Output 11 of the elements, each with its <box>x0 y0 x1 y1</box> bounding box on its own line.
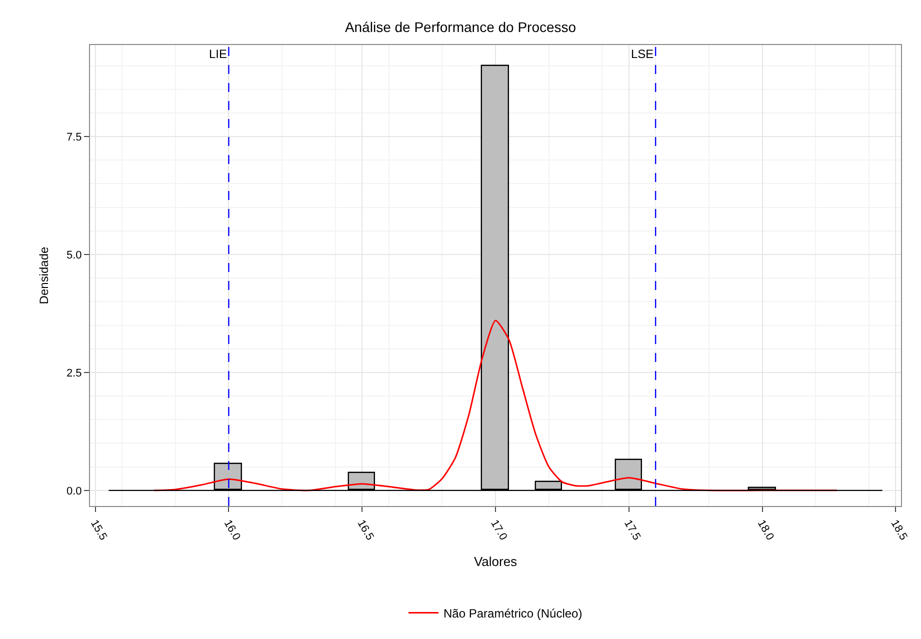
ref-line-label: LIE <box>209 47 228 61</box>
legend-label: Não Paramétrico (Núcleo) <box>444 606 582 620</box>
y-axis-title: Densidade <box>36 246 51 304</box>
y-tick-label: 5.0 <box>66 249 82 262</box>
chart-title: Análise de Performance do Processo <box>344 19 576 36</box>
y-tick-label: 2.5 <box>66 367 82 380</box>
ref-line-label: LSE <box>631 47 654 61</box>
x-axis-title: Valores <box>474 554 518 570</box>
line-series <box>153 320 838 492</box>
y-tick-label: 7.5 <box>66 131 82 144</box>
y-tick-label: 0.0 <box>66 485 82 498</box>
